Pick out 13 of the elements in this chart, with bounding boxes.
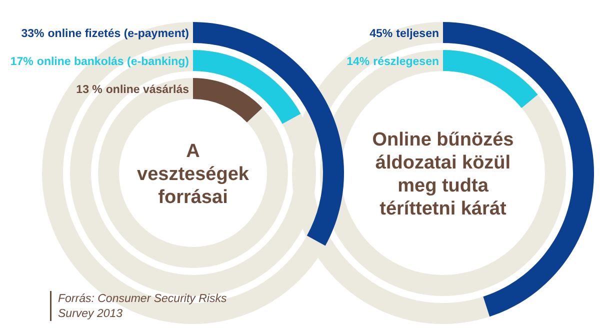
data-label: 14% — [346, 56, 370, 68]
data-label: 33% — [21, 28, 44, 40]
text: Online bűnözés áldozatai közül meg tudta téríttetni kárát — [372, 130, 514, 220]
category-label: online bankolás (e-banking) — [36, 56, 190, 68]
text: Forrás: Consumer Security Risks Survey 2013 — [58, 293, 227, 320]
data-label: 45% — [370, 28, 393, 40]
text: A veszteségek forrásai — [137, 141, 250, 208]
data-label: 13 % — [76, 84, 102, 96]
category-label: részlegesen — [373, 56, 439, 68]
category-label: online vásárlás — [106, 84, 189, 96]
data-label: 17% — [10, 56, 34, 68]
category-label: teljesen — [396, 28, 439, 40]
category-label: online fizetés (e-payment) — [48, 28, 190, 40]
